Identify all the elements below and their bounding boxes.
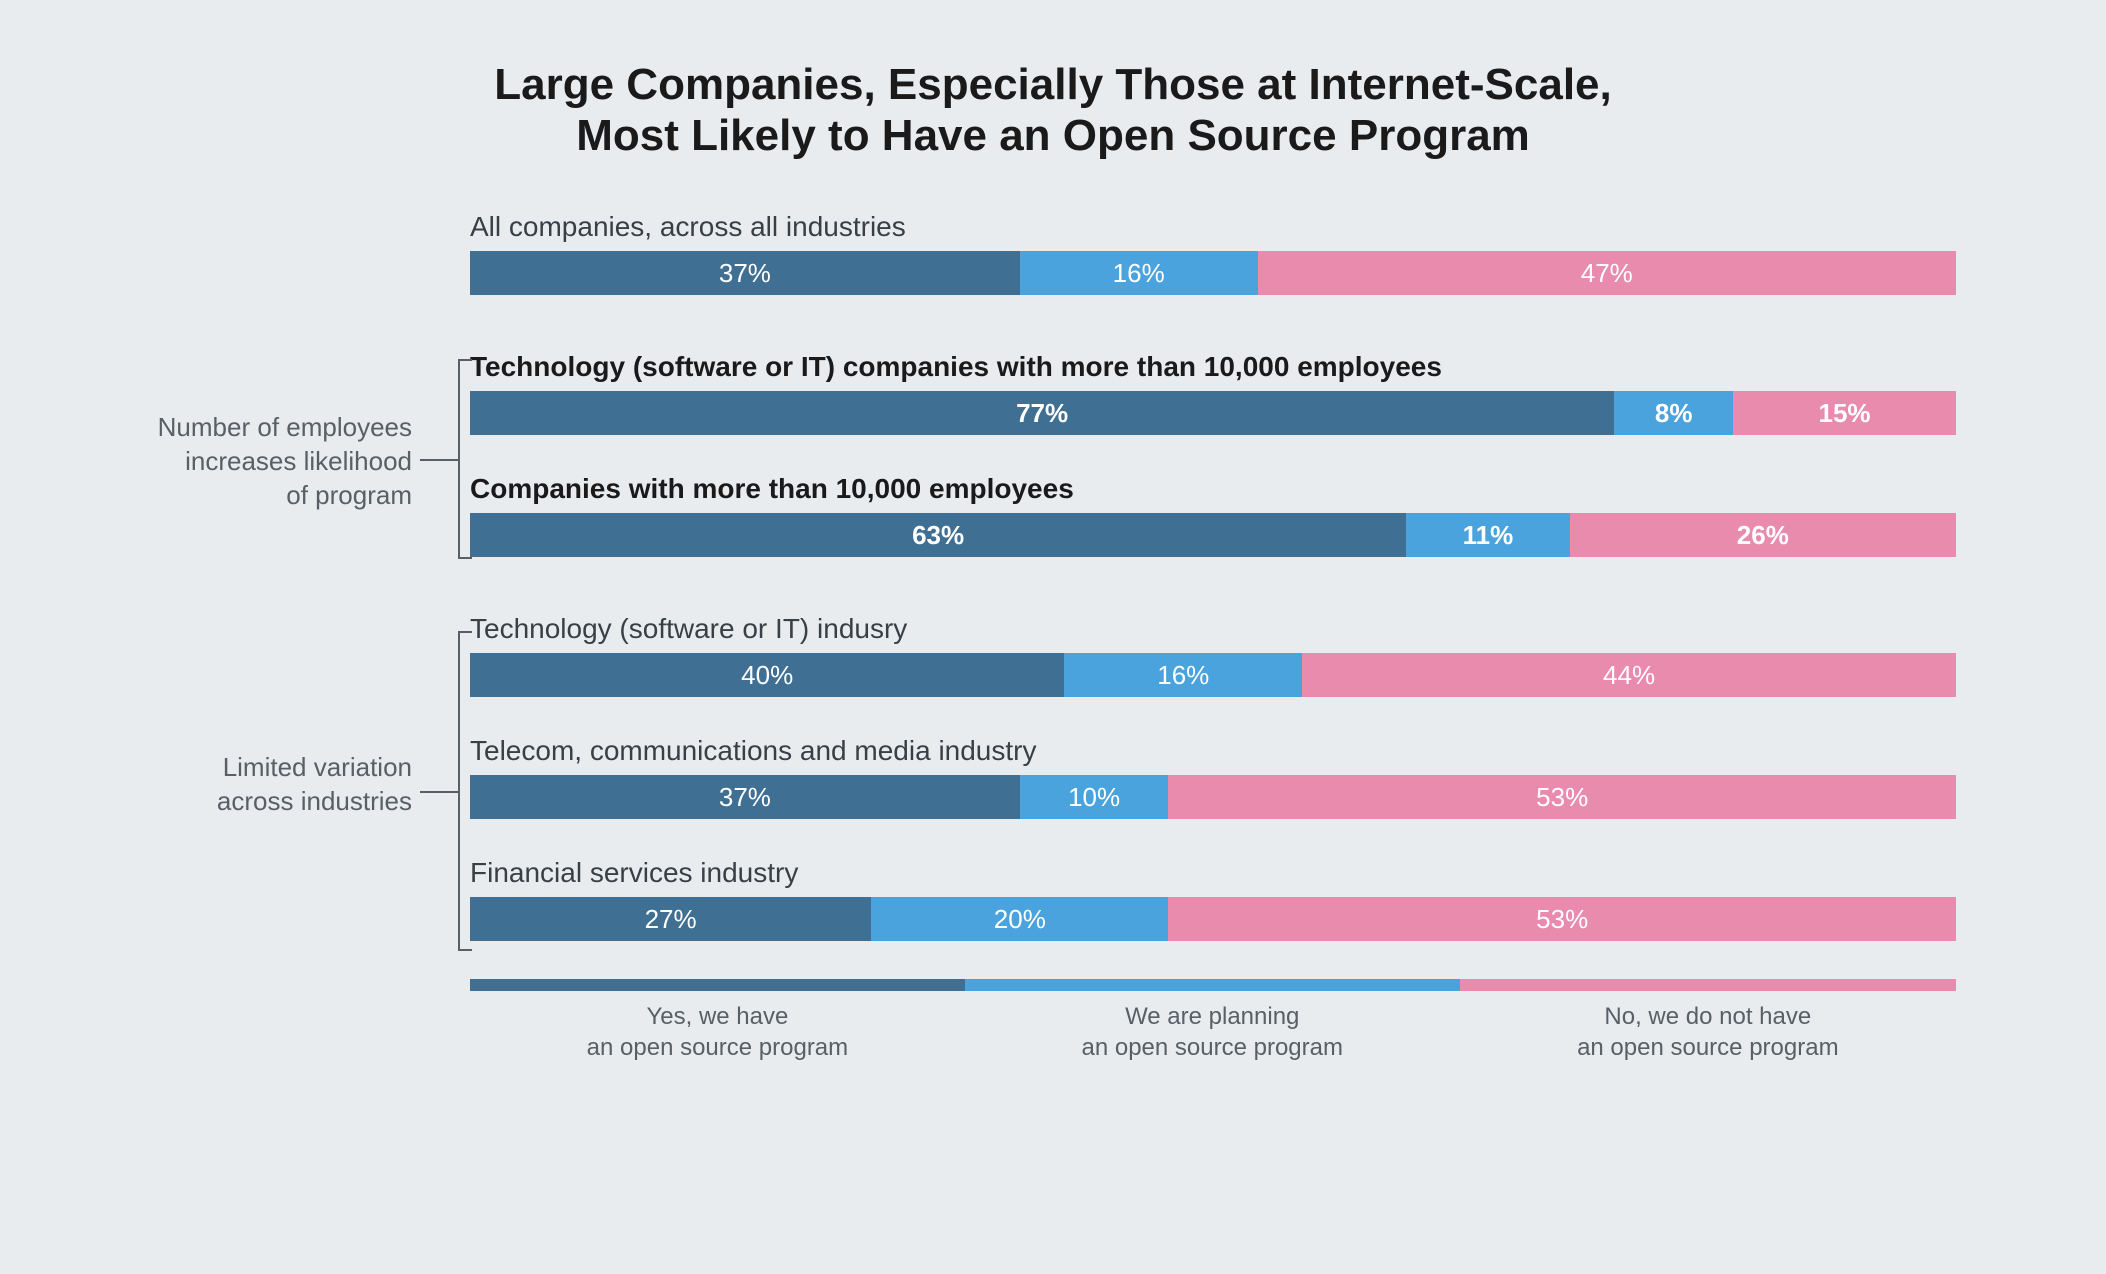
legend-segment bbox=[965, 979, 1460, 991]
chart-row: Technology (software or IT) indusry 40%16… bbox=[470, 613, 1956, 697]
legend-segment bbox=[470, 979, 965, 991]
row-label: Companies with more than 10,000 employee… bbox=[470, 473, 1956, 505]
legend-label-line1: We are planning bbox=[1125, 1003, 1299, 1030]
bracket-1 bbox=[458, 359, 472, 559]
chart-main: Number of employeesincreases likelihoodo… bbox=[60, 211, 2046, 1063]
legend-label-line2: an open source program bbox=[1081, 1034, 1343, 1061]
chart-title: Large Companies, Especially Those at Int… bbox=[60, 60, 2046, 161]
stacked-bar: 37%10%53% bbox=[470, 775, 1956, 819]
stacked-bar: 27%20%53% bbox=[470, 897, 1956, 941]
title-line-1: Large Companies, Especially Those at Int… bbox=[494, 60, 1612, 109]
chart-row: Technology (software or IT) companies wi… bbox=[470, 351, 1956, 435]
bar-segment: 63% bbox=[470, 513, 1406, 557]
row-label: Telecom, communications and media indust… bbox=[470, 735, 1956, 767]
bar-segment: 27% bbox=[470, 897, 871, 941]
bar-segment: 53% bbox=[1168, 897, 1956, 941]
legend-label-line1: Yes, we have bbox=[646, 1003, 788, 1030]
bar-segment: 16% bbox=[1020, 251, 1258, 295]
bar-segment: 15% bbox=[1733, 391, 1956, 435]
chart-bars-column: All companies, across all industries37%1… bbox=[420, 211, 2046, 1063]
legend-segment bbox=[1460, 979, 1956, 991]
bar-segment: 77% bbox=[470, 391, 1614, 435]
bar-segment: 44% bbox=[1302, 653, 1956, 697]
legend-label: No, we do not have an open source program bbox=[1460, 1001, 1956, 1063]
row-label: Technology (software or IT) indusry bbox=[470, 613, 1956, 645]
row-label: All companies, across all industries bbox=[470, 211, 1956, 243]
chart-row: Companies with more than 10,000 employee… bbox=[470, 473, 1956, 557]
title-line-2: Most Likely to Have an Open Source Progr… bbox=[576, 111, 1530, 160]
annotation-employees: Number of employeesincreases likelihoodo… bbox=[158, 411, 420, 512]
bar-segment: 26% bbox=[1570, 513, 1956, 557]
stacked-bar: 77%8%15% bbox=[470, 391, 1956, 435]
legend-label-line1: No, we do not have bbox=[1604, 1003, 1811, 1030]
bar-segment: 47% bbox=[1258, 251, 1956, 295]
bar-segment: 8% bbox=[1614, 391, 1733, 435]
legend-color-bar bbox=[470, 979, 1956, 991]
legend-label-line2: an open source program bbox=[587, 1034, 849, 1061]
chart-row: Financial services industry 27%20%53% bbox=[470, 857, 1956, 941]
bar-segment: 10% bbox=[1020, 775, 1169, 819]
bar-segment: 16% bbox=[1064, 653, 1302, 697]
stacked-bar: 37%16%47% bbox=[470, 251, 1956, 295]
chart-row: Telecom, communications and media indust… bbox=[470, 735, 1956, 819]
legend-label: Yes, we have an open source program bbox=[470, 1001, 965, 1063]
bar-segment: 20% bbox=[871, 897, 1168, 941]
legend-labels: Yes, we havean open source programWe are… bbox=[470, 1001, 1956, 1063]
legend-label-line2: an open source program bbox=[1577, 1034, 1839, 1061]
annotation-industries: Limited variationacross industries bbox=[217, 751, 420, 819]
legend-label: We are planning an open source program bbox=[965, 1001, 1460, 1063]
row-label: Technology (software or IT) companies wi… bbox=[470, 351, 1956, 383]
stacked-bar: 63%11%26% bbox=[470, 513, 1956, 557]
bracket-line-1 bbox=[420, 459, 458, 461]
bracket-2 bbox=[458, 631, 472, 951]
stacked-bar: 40%16%44% bbox=[470, 653, 1956, 697]
chart-row: All companies, across all industries 37%1… bbox=[470, 211, 1956, 295]
bar-segment: 53% bbox=[1168, 775, 1956, 819]
bar-segment: 37% bbox=[470, 251, 1020, 295]
bar-segment: 11% bbox=[1406, 513, 1569, 557]
bar-segment: 40% bbox=[470, 653, 1064, 697]
row-label: Financial services industry bbox=[470, 857, 1956, 889]
bar-segment: 37% bbox=[470, 775, 1020, 819]
bracket-line-2 bbox=[420, 791, 458, 793]
rows-container: All companies, across all industries37%1… bbox=[470, 211, 1956, 941]
